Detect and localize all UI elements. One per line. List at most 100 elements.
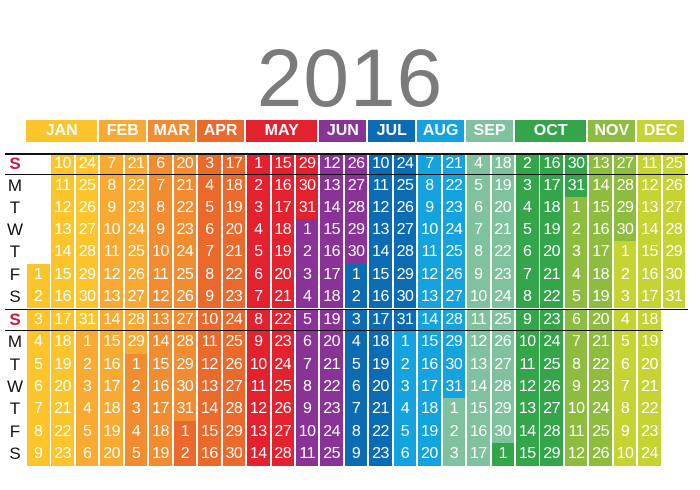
day-cell: 10	[51, 153, 74, 176]
day-cell: 14	[638, 219, 661, 242]
day-cell: 17	[271, 197, 294, 220]
day-cell: 2	[442, 420, 466, 444]
day-cell: 29	[662, 241, 686, 264]
day-cell: 8	[100, 175, 123, 198]
divider-line	[5, 173, 688, 175]
day-cell: 14	[51, 241, 74, 264]
day-cell: 27	[344, 175, 368, 198]
day-cell: 5	[467, 175, 490, 198]
day-cell: 6	[613, 353, 637, 377]
day-cell: 4	[27, 331, 50, 355]
day-cell: 16	[467, 420, 490, 444]
month-header-sep: SEP	[466, 120, 513, 142]
day-cell: 30	[442, 353, 466, 377]
day-cell: 9	[247, 331, 270, 355]
day-cell: 28	[222, 398, 246, 421]
day-cell: 6	[198, 219, 221, 242]
day-cell: 9	[27, 442, 50, 466]
day-cell: 27	[124, 285, 148, 309]
day-cell: 13	[247, 420, 270, 444]
day-cell: 30	[173, 375, 197, 399]
day-cell: 10	[100, 219, 123, 242]
day-cell: 20	[100, 442, 123, 466]
day-cell: 20	[320, 331, 343, 355]
day-cell: 22	[369, 420, 392, 444]
day-cell: 6	[247, 263, 270, 287]
day-cell: 21	[589, 331, 612, 355]
day-cell: 29	[491, 398, 515, 421]
day-cell: 11	[295, 442, 319, 466]
day-cell: 23	[589, 375, 612, 399]
day-cell: 24	[393, 153, 417, 176]
day-cell: 28	[344, 197, 368, 220]
month-header-oct: OCT	[515, 120, 587, 142]
day-cell: 15	[149, 353, 172, 377]
day-cell: 15	[271, 153, 294, 176]
day-cell: 15	[467, 398, 490, 421]
day-cell: 21	[271, 285, 294, 309]
day-cell: 15	[51, 263, 74, 287]
day-cell: 26	[442, 263, 466, 287]
day-cell: 19	[100, 420, 123, 444]
month-header-apr: APR	[197, 120, 245, 142]
day-cell: 17	[467, 442, 490, 466]
weekday-label: T	[9, 242, 21, 262]
day-cell: 31	[173, 398, 197, 421]
day-cell: 28	[75, 241, 99, 264]
month-header-may: MAY	[246, 120, 318, 142]
day-cell: 19	[320, 309, 343, 332]
day-cell: 10	[295, 420, 319, 444]
day-cell: 23	[442, 197, 466, 220]
day-cell: 19	[418, 420, 441, 444]
day-cell: 9	[613, 420, 637, 444]
day-cell: 3	[75, 375, 99, 399]
weekday-label: M	[7, 176, 23, 196]
day-cell: 19	[271, 241, 294, 264]
weekday-label: S	[9, 154, 21, 173]
day-cell: 21	[222, 241, 246, 264]
day-cell: 12	[467, 331, 490, 355]
month-header-jun: JUN	[319, 120, 367, 142]
day-cell: 10	[369, 153, 392, 176]
day-cell: 13	[369, 219, 392, 242]
day-cell: 23	[51, 442, 74, 466]
day-cell: 20	[418, 442, 441, 466]
day-cell: 18	[271, 219, 294, 242]
day-cell: 25	[222, 331, 246, 355]
day-cell: 31	[662, 285, 686, 309]
day-cell: 11	[418, 241, 441, 264]
day-cell: 4	[75, 398, 99, 421]
day-cell: 2	[613, 263, 637, 287]
day-cell: 24	[540, 331, 563, 355]
day-cell: 25	[173, 263, 197, 287]
day-cell: 10	[418, 219, 441, 242]
day-cell: 1	[27, 263, 50, 287]
day-cell: 10	[149, 241, 172, 264]
day-cell: 7	[247, 285, 270, 309]
day-cell: 6	[295, 331, 319, 355]
day-cell: 10	[564, 398, 588, 421]
day-cell: 29	[173, 353, 197, 377]
day-cell: 9	[344, 442, 368, 466]
day-cell: 3	[516, 175, 539, 198]
day-cell: 7	[198, 241, 221, 264]
day-cell: 28	[613, 175, 637, 198]
day-cell: 21	[442, 153, 466, 176]
weekday-label: W	[6, 220, 24, 240]
day-cell: 7	[418, 153, 441, 176]
day-cell: 10	[247, 353, 270, 377]
day-cell: 15	[589, 197, 612, 220]
month-header-jul: JUL	[368, 120, 416, 142]
day-cell: 22	[51, 420, 74, 444]
day-cell: 4	[613, 309, 637, 332]
day-cell: 19	[638, 331, 661, 355]
day-cell: 1	[613, 241, 637, 264]
day-cell: 17	[589, 241, 612, 264]
day-cell: 7	[613, 375, 637, 399]
divider-line	[5, 308, 688, 310]
day-cell: 25	[662, 153, 686, 176]
day-cell: 14	[149, 331, 172, 355]
day-cell: 4	[124, 420, 148, 444]
day-cell: 1	[75, 331, 99, 355]
day-cell: 30	[613, 219, 637, 242]
